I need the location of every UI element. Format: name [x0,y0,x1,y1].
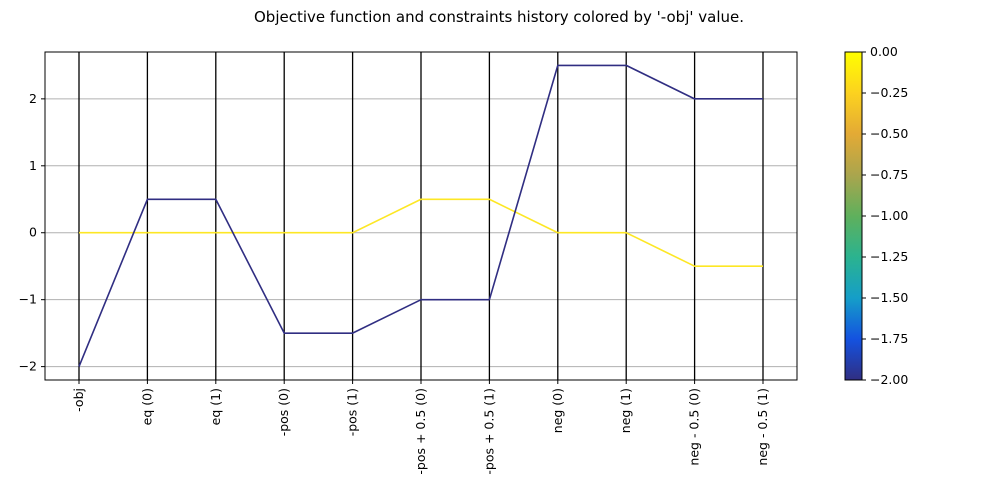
y-tick-label: 0 [29,225,37,240]
y-tick-label: −2 [19,359,37,374]
x-tick-label: neg (1) [618,388,633,433]
colorbar-tick-label: −1.00 [870,208,908,223]
series-layer [78,64,763,367]
x-tick-label: -pos (1) [345,388,360,436]
y-axis: −2 −1 0 1 2 [19,91,45,374]
x-tick-label: -obj [71,388,86,412]
colorbar-scale [844,51,863,381]
colorbar-tick-label: 0.00 [870,44,898,59]
colorbar-tick-label: −1.50 [870,290,908,305]
colorbar-tick-label: −0.25 [870,85,908,100]
x-tick-label: neg - 0.5 (1) [755,388,770,466]
colorbar-tick-label: −0.75 [870,167,908,182]
colorbar-tick-label: −1.25 [870,249,908,264]
colorbar-tick-label: −0.50 [870,126,908,141]
colorbar-tick-label: −2.00 [870,372,908,387]
y-tick-label: 2 [29,91,37,106]
x-tick-label: eq (0) [139,388,154,425]
colorbar: 0.00 −0.25 −0.50 −0.75 −1.00 −1.25 −1.50 −1.75 −… [844,44,908,387]
x-tick-label: -pos (0) [276,388,291,436]
x-axis: -obj eq (0) eq (1) -pos (0) -pos (1) -pos + 0… [71,380,770,475]
x-tick-label: -pos + 0.5 (0) [413,388,428,475]
series-line [78,64,763,367]
x-tick-label: neg - 0.5 (0) [687,388,702,466]
axes-layer [78,52,764,380]
chart-title: Objective function and constraints histo… [254,8,744,26]
x-tick-label: eq (1) [208,388,223,425]
y-tick-label: 1 [29,158,37,173]
y-tick-label: −1 [19,292,37,307]
x-tick-label: -pos + 0.5 (1) [481,388,496,475]
x-tick-label: neg (0) [550,388,565,433]
colorbar-tick-label: −1.75 [870,331,908,346]
series-line [79,198,763,268]
